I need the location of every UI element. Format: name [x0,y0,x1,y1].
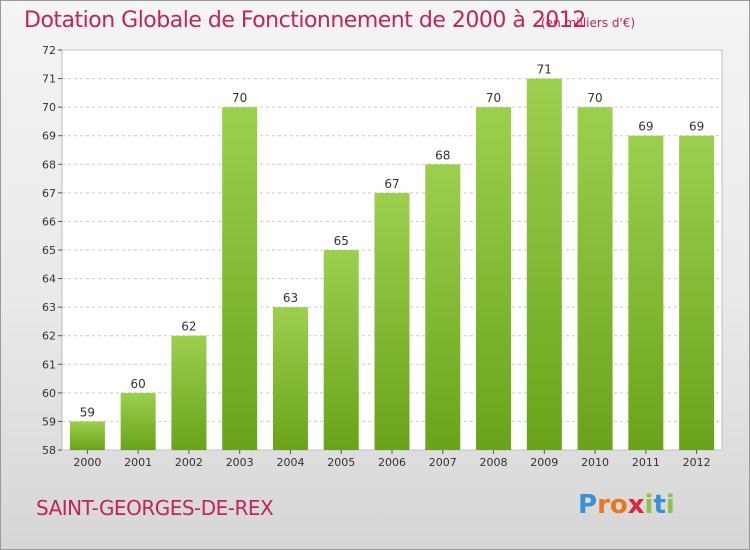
y-tick-label: 66 [42,215,56,228]
x-axis: 2000 2001 2002 2003 2004 2005 2006 2007 2008 2009… [73,450,711,469]
logo-letter: x [627,490,645,520]
x-tick-label-2002: 2002 [175,456,203,469]
value-label-2000: 59 [80,405,95,419]
value-label-2010: 70 [587,91,602,105]
x-tick-label-2009: 2009 [530,456,558,469]
value-label-2005: 65 [334,234,349,248]
value-label-2009: 71 [537,63,552,77]
bar-2006 [374,192,410,450]
bar-2001 [120,392,156,450]
x-tick-label-2011: 2011 [632,456,660,469]
y-tick-label: 70 [42,101,56,114]
y-tick-label: 69 [42,130,56,143]
bar-2009 [526,78,562,451]
bar-2011 [628,135,664,450]
bar-2010 [577,107,613,451]
bars: 59 60 62 70 63 65 67 68 70 71 70 69 69 [69,63,715,451]
y-tick-label: 71 [42,73,56,86]
logo-letter: i [644,490,654,520]
bar-2004 [272,307,308,450]
commune-name: SAINT-GEORGES-DE-REX [36,496,274,520]
x-tick-label-2008: 2008 [480,456,508,469]
bar-2005 [323,250,359,450]
bar-2007 [425,164,461,451]
logo-letter: t [653,490,666,520]
x-tick-label-2001: 2001 [124,456,152,469]
bar-2000 [69,421,105,450]
y-tick-label: 58 [42,444,56,457]
value-label-2012: 69 [689,120,704,134]
chart-title: Dotation Globale de Fonctionnement de 20… [24,8,586,33]
logo-letter: P [578,490,598,520]
value-label-2001: 60 [131,377,146,391]
value-label-2007: 68 [435,148,450,162]
x-tick-label-2005: 2005 [327,456,355,469]
x-tick-label-2004: 2004 [276,456,304,469]
y-tick-label: 61 [42,358,56,371]
logo-letter: i [665,490,675,520]
chart-subtitle: (en milliers d'€) [541,16,636,30]
logo-letter: r [597,490,610,520]
value-label-2003: 70 [232,91,247,105]
y-tick-label: 59 [42,415,56,428]
value-label-2002: 62 [181,320,196,334]
y-tick-label: 65 [42,244,56,257]
bar-2012 [679,135,715,450]
y-tick-label: 63 [42,301,56,314]
value-label-2006: 67 [384,177,399,191]
proxiti-logo: Proxiti [578,490,675,520]
y-tick-label: 68 [42,158,56,171]
y-tick-label: 64 [42,273,56,286]
y-axis: 58 59 60 61 62 63 64 65 66 67 68 69 70 71 72 [42,44,62,457]
x-tick-label-2006: 2006 [378,456,406,469]
x-tick-label-2000: 2000 [73,456,101,469]
value-label-2008: 70 [486,91,501,105]
x-tick-label-2010: 2010 [581,456,609,469]
bar-2003 [222,107,258,451]
value-label-2011: 69 [638,120,653,134]
y-tick-label: 72 [42,44,56,57]
bar-2002 [171,335,207,450]
y-tick-label: 67 [42,187,56,200]
bar-2008 [476,107,512,451]
logo-letter: o [609,490,628,520]
y-tick-label: 60 [42,387,56,400]
y-tick-label: 62 [42,330,56,343]
x-tick-label-2012: 2012 [683,456,711,469]
value-label-2004: 63 [283,291,298,305]
x-tick-label-2003: 2003 [226,456,254,469]
x-tick-label-2007: 2007 [429,456,457,469]
